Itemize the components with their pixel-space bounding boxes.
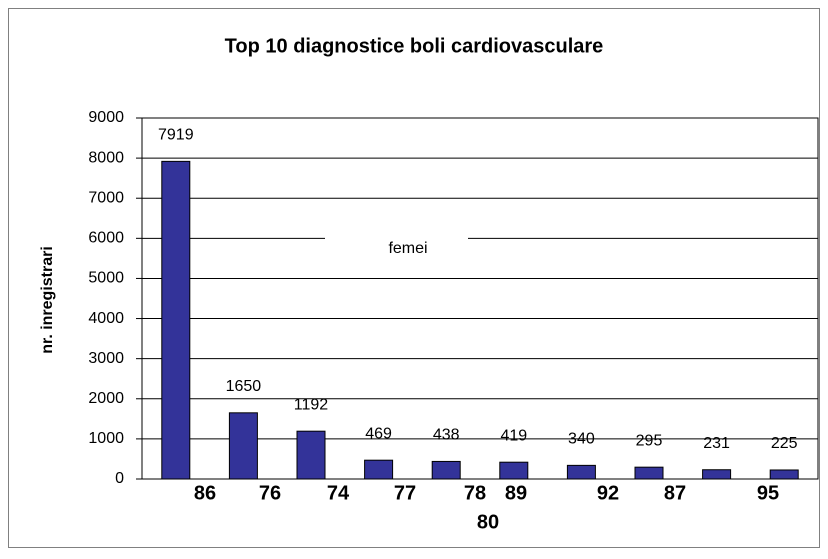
data-label: 7919 [158,127,194,144]
x-tick-label: 95 [757,482,779,504]
bar [702,469,732,480]
x-tick-label: 92 [597,482,619,504]
x-tick-label: 78 [464,482,486,504]
data-label: 419 [500,427,527,444]
y-tick-label: 4000 [88,310,124,327]
bar [634,466,664,480]
data-label: 295 [636,432,663,449]
y-tick-label: 9000 [88,109,124,126]
data-label: 1192 [294,396,329,413]
x-tick-label: 87 [664,482,686,504]
bar [499,461,529,480]
data-label: 231 [703,435,730,452]
data-label: 438 [433,427,460,444]
chart-title: Top 10 diagnostice boli cardiovasculare [225,35,604,57]
y-tick-label: 6000 [88,230,124,247]
y-tick-label: 7000 [88,189,124,206]
y-tick-label: 0 [115,470,124,487]
legend-label: femei [388,240,427,257]
y-tick-label: 2000 [88,390,124,407]
bar [364,459,394,480]
data-label: 469 [365,425,392,442]
x-tick-label: 77 [394,482,416,504]
legend-bg [325,228,468,270]
bar [431,460,461,480]
x-tick-label: 80 [477,511,499,533]
data-label: 225 [771,435,798,452]
bar [296,430,326,480]
bar [769,469,799,480]
y-tick-label: 3000 [88,350,124,367]
x-tick-label: 86 [194,482,216,504]
y-tick-label: 1000 [88,430,124,447]
data-label: 340 [568,431,595,448]
y-tick-label: 8000 [88,149,124,166]
x-tick-label: 89 [505,482,527,504]
plot-border [141,117,819,480]
x-tick-label: 76 [259,482,281,504]
y-axis-label: nr. inregistrari [39,246,56,354]
bar [566,464,596,480]
bar [228,412,258,480]
bar [161,160,191,480]
x-tick-label: 74 [327,482,350,504]
y-tick-label: 5000 [88,270,124,287]
data-label: 1650 [226,378,262,395]
